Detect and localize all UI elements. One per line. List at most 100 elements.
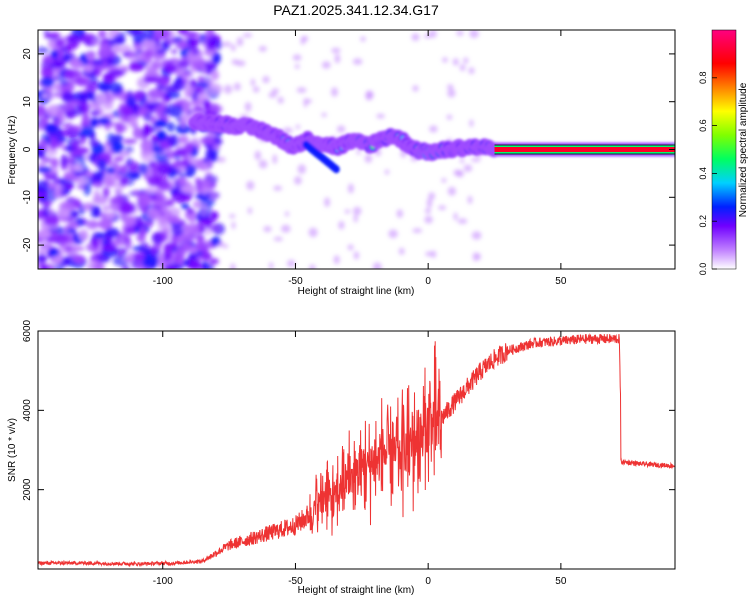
- heatmap-noise-blob: [147, 207, 160, 220]
- heatmap-noise-blob: [63, 173, 76, 181]
- heatmap-noise-blob: [52, 82, 61, 91]
- heatmap-faint-blob: [230, 263, 236, 269]
- heatmap-noise-blob: [194, 82, 210, 88]
- heatmap-noise-blob: [166, 121, 175, 133]
- heatmap-faint-blob: [263, 226, 272, 233]
- heatmap-noise-blob: [160, 77, 169, 87]
- heatmap-noise-blob: [38, 46, 50, 54]
- heatmap-noise-blob: [151, 60, 162, 70]
- heatmap-noise-blob: [178, 176, 186, 186]
- heatmap-noise-blob: [120, 106, 134, 116]
- heatmap-noise-blob: [38, 180, 50, 193]
- heatmap-noise-blob: [44, 33, 59, 41]
- heatmap-noise-blob: [76, 217, 84, 227]
- heatmap-noise-blob: [90, 205, 97, 218]
- heatmap-faint-blob: [242, 33, 253, 38]
- heatmap-noise-blob: [121, 263, 130, 269]
- x-tick-label: -50: [288, 576, 303, 587]
- heatmap-noise-blob: [82, 33, 96, 40]
- heatmap-faint-blob: [206, 50, 216, 57]
- heatmap-noise-blob: [60, 102, 76, 112]
- heatmap-faint-blob: [331, 47, 341, 54]
- heatmap-noise-blob: [38, 254, 48, 263]
- heatmap-noise-blob: [81, 112, 90, 125]
- heatmap-noise-blob: [132, 34, 145, 44]
- heatmap-noise-blob: [178, 135, 189, 144]
- heatmap-faint-blob: [468, 67, 475, 75]
- heatmap-noise-blob: [110, 141, 124, 154]
- snr-ticks: -100 -50 0 50 2000 4000 6000: [22, 319, 675, 587]
- heatmap-noise-blob: [40, 77, 55, 88]
- heatmap-noise-blob: [143, 111, 153, 122]
- heatmap-noise-blob: [189, 216, 196, 225]
- heatmap-noise-blob: [210, 70, 220, 81]
- heatmap-noise-blob: [102, 102, 114, 111]
- heatmap-noise-blob: [150, 244, 158, 255]
- heatmap-noise-blob: [98, 30, 107, 39]
- heatmap-faint-blob: [425, 207, 431, 214]
- heatmap-noise-blob: [44, 85, 54, 93]
- heatmap-faint-blob: [453, 212, 458, 221]
- heatmap-noise-blob: [133, 189, 140, 197]
- heatmap-faint-blob: [347, 244, 354, 251]
- x-tick-label: -100: [153, 276, 173, 287]
- heatmap-noise-blob: [129, 171, 141, 180]
- heatmap-faint-blob: [476, 253, 481, 261]
- heatmap-faint-blob: [463, 164, 473, 172]
- heatmap-faint-blob: [273, 185, 283, 191]
- heatmap-faint-blob: [297, 164, 306, 175]
- heatmap-noise-blob: [156, 163, 172, 175]
- heatmap-noise-blob: [163, 248, 173, 260]
- snr-xlabel: Height of straight line (km): [298, 585, 415, 596]
- heatmap-noise-blob: [61, 54, 72, 61]
- heatmap-noise-blob: [106, 161, 119, 167]
- heatmap-noise-blob: [93, 189, 101, 201]
- heatmap-noise-blob: [95, 92, 108, 106]
- heatmap-noise-blob: [42, 205, 50, 217]
- heatmap-faint-blob: [216, 242, 225, 248]
- heatmap-faint-blob: [236, 37, 244, 47]
- heatmap-noise-blob: [184, 85, 196, 95]
- heatmap-noise-blob: [163, 264, 178, 269]
- x-tick-label: -100: [153, 576, 173, 587]
- heatmap-noise-blob: [110, 134, 124, 142]
- heatmap-faint-blob: [459, 64, 466, 72]
- heatmap-noise-blob: [69, 143, 79, 152]
- heatmap-noise-blob: [183, 259, 190, 266]
- heatmap-faint-blob: [213, 143, 221, 152]
- heatmap-noise-blob: [209, 224, 221, 232]
- heatmap-noise-blob: [55, 110, 65, 119]
- heatmap-faint-blob: [269, 262, 274, 269]
- heatmap-noise-blob: [126, 51, 142, 62]
- heatmap-noise-blob: [72, 150, 84, 156]
- heatmap-noise-blob: [69, 201, 77, 209]
- heatmap-noise-blob: [69, 60, 84, 69]
- y-tick-label: 20: [22, 48, 33, 60]
- heatmap-faint-blob: [452, 58, 459, 66]
- heatmap-faint-blob: [412, 85, 419, 92]
- heatmap-noise-blob: [54, 233, 70, 243]
- heatmap-noise-blob: [188, 252, 198, 260]
- heatmap-faint-blob: [200, 211, 208, 217]
- heatmap-faint-blob: [304, 99, 313, 104]
- heatmap-noise-blob: [143, 76, 160, 83]
- heatmap-noise-blob: [106, 132, 115, 145]
- heatmap-faint-blob: [244, 102, 252, 112]
- heatmap-noise-blob: [58, 79, 69, 86]
- heatmap-noise-blob: [113, 156, 125, 162]
- heatmap-faint-blob: [258, 159, 268, 169]
- heatmap-faint-blob: [308, 227, 318, 238]
- heatmap-faint-blob: [396, 209, 403, 218]
- snr-series-line: [38, 333, 675, 568]
- heatmap-faint-blob: [353, 214, 358, 223]
- heatmap-noise-blob: [64, 43, 72, 54]
- heatmap-noise-blob: [142, 256, 159, 269]
- heatmap-faint-blob: [469, 119, 474, 128]
- heatmap-faint-blob: [347, 183, 354, 194]
- heatmap-noise-blob: [123, 215, 137, 226]
- heatmap-noise-blob: [125, 95, 137, 108]
- colorbar-tick-label: 0.8: [698, 72, 708, 85]
- heatmap-noise-blob: [192, 200, 203, 209]
- heatmap-faint-blob: [295, 124, 301, 130]
